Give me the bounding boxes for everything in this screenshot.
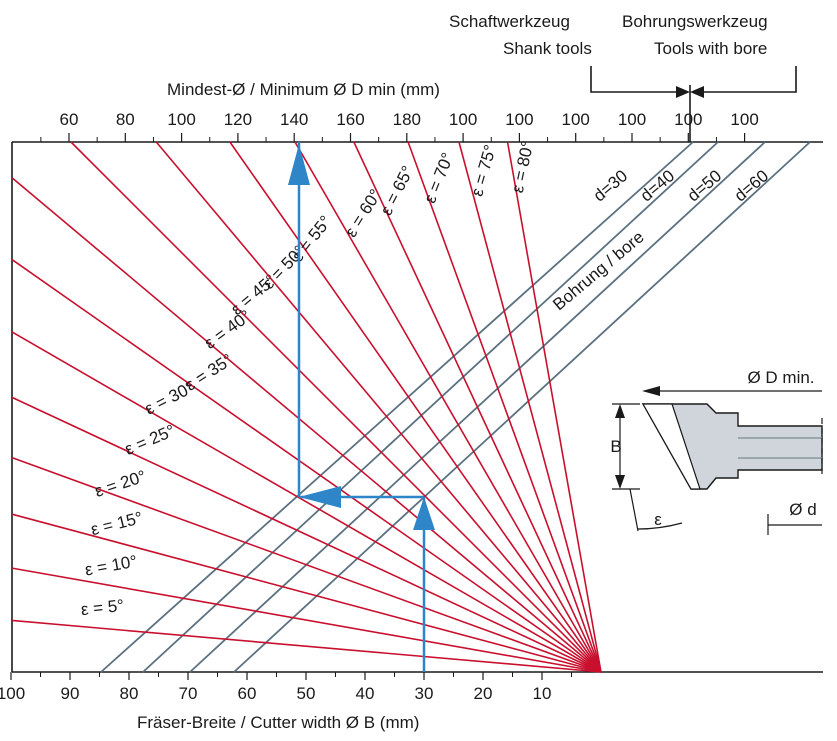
bore-tools-label-en: Tools with bore — [654, 39, 768, 58]
angle-line — [11, 456, 602, 673]
example-arrowhead-up — [413, 497, 435, 530]
inset-b-arrow-bottom — [615, 475, 625, 489]
shank-bracket — [590, 66, 684, 93]
top-tick-label: 100 — [562, 110, 590, 129]
angle-line — [11, 396, 602, 673]
bore-line — [100, 141, 694, 673]
angle-line — [11, 177, 602, 673]
bottom-tick-label: 100 — [0, 684, 25, 703]
angle-line — [11, 258, 602, 673]
top-tick-label: 100 — [505, 110, 533, 129]
top-tick-label: 120 — [224, 110, 252, 129]
bore-tools-label-de: Bohrungswerkzeug — [622, 12, 768, 31]
angle-line-label: ε = 80° — [508, 139, 538, 194]
angle-line — [11, 331, 602, 673]
bore-line — [142, 141, 719, 673]
angle-line-label: ε = 40° — [201, 306, 255, 352]
angle-line — [11, 567, 602, 673]
top-tick-label: 160 — [336, 110, 364, 129]
inset-dmin-label: Ø D min. — [747, 368, 814, 387]
angle-line-label: ε = 20° — [92, 467, 148, 501]
top-tick-label: 80 — [116, 110, 135, 129]
top-tick-label: 60 — [60, 110, 79, 129]
angle-line-label: ε = 35° — [182, 350, 237, 395]
angle-line-label: ε = 75° — [467, 143, 500, 199]
inset-b-arrow-top — [615, 404, 625, 418]
example-arrowhead-top — [288, 144, 310, 185]
bore-line-label: d=30 — [590, 166, 632, 205]
tool-inset — [612, 386, 823, 535]
angle-line — [11, 513, 602, 673]
angle-line-label: ε = 70° — [420, 150, 457, 206]
inset-eps-label: ε — [654, 510, 662, 529]
shank-bracket-arrow — [676, 86, 690, 98]
inset-b-label: B — [610, 437, 621, 456]
bore-line — [233, 141, 811, 673]
bore-bracket-arrow — [690, 86, 704, 98]
shank-tools-label-en: Shank tools — [503, 39, 592, 58]
bottom-tick-label: 20 — [474, 684, 493, 703]
angle-line — [506, 141, 602, 673]
bottom-axis-title: Fräser-Breite / Cutter width Ø B (mm) — [137, 713, 420, 732]
angle-line — [229, 141, 602, 673]
bottom-tick-label: 30 — [415, 684, 434, 703]
shank-tools-label-de: Schaftwerkzeug — [449, 12, 570, 31]
bore-label: Bohrung / bore — [549, 227, 647, 314]
angle-line — [353, 141, 602, 673]
angle-line — [11, 619, 602, 673]
top-axis-title: Mindest-Ø / Minimum Ø D min (mm) — [167, 80, 440, 99]
bottom-tick-label: 80 — [120, 684, 139, 703]
angle-line-label: ε = 15° — [89, 508, 145, 539]
angle-line-label: ε = 10° — [83, 552, 138, 580]
top-tick-label: 100 — [449, 110, 477, 129]
bore-line-label: d=50 — [684, 166, 726, 205]
inset-eps-arc — [637, 522, 683, 530]
angle-line-label: ε = 65° — [377, 163, 418, 219]
bottom-tick-label: 60 — [238, 684, 257, 703]
top-tick-label: 100 — [167, 110, 195, 129]
top-tick-label: 100 — [730, 110, 758, 129]
inset-d-label: Ø d — [789, 500, 816, 519]
bore-line-label: d=40 — [637, 166, 679, 205]
angle-line — [458, 141, 602, 673]
bore-bracket — [696, 66, 797, 93]
example-arrowhead-left — [299, 486, 341, 508]
bottom-tick-label: 70 — [179, 684, 198, 703]
angle-line — [407, 141, 602, 673]
bottom-tick-label: 40 — [356, 684, 375, 703]
inset-cutting-edge — [641, 403, 701, 490]
inset-eps-line — [629, 488, 639, 532]
bottom-tick-label: 50 — [297, 684, 316, 703]
top-tick-label: 180 — [393, 110, 421, 129]
angle-line-label: ε = 25° — [122, 421, 178, 459]
bore-line-label: d=60 — [731, 166, 773, 205]
angle-line — [294, 141, 602, 673]
top-tick-label: 100 — [618, 110, 646, 129]
angle-line — [70, 141, 602, 673]
inset-dmin-arrow — [642, 386, 660, 396]
angle-line-label: ε = 5° — [80, 596, 125, 619]
bottom-tick-label: 10 — [533, 684, 552, 703]
top-tick-label: 100 — [674, 110, 702, 129]
bottom-tick-label: 90 — [61, 684, 80, 703]
top-tick-label: 140 — [280, 110, 308, 129]
angle-line-label: ε = 55° — [288, 212, 335, 265]
angle-line — [155, 141, 602, 673]
